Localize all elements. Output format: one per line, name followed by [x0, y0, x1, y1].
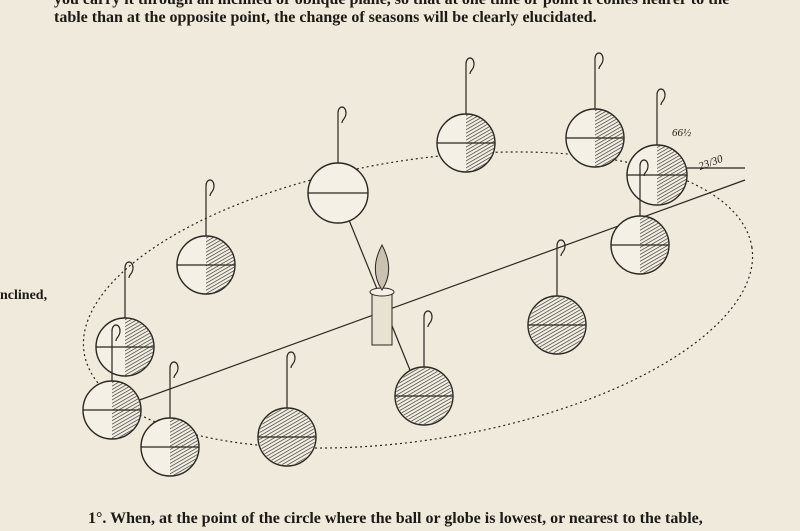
globe: [82, 324, 142, 440]
globe: [565, 52, 625, 168]
globe: [610, 159, 670, 275]
globe: [307, 106, 369, 224]
globe: [140, 361, 200, 477]
top-line: table than at the opposite point, the ch…: [54, 9, 597, 26]
globe: [95, 261, 155, 377]
string: [124, 261, 134, 318]
string: [639, 159, 649, 216]
string: [205, 179, 215, 236]
string: [465, 57, 475, 114]
string: [169, 361, 179, 418]
globe: [257, 351, 317, 467]
orbit-diagram: 66½ 23/30: [82, 52, 754, 477]
globe: [527, 239, 587, 355]
string: [286, 351, 296, 408]
angle-label: 66½: [672, 127, 691, 139]
string: [423, 310, 433, 367]
bottom-line: 1°. When, at the point of the circle whe…: [88, 510, 703, 527]
string: [111, 324, 121, 381]
string: [656, 88, 666, 145]
string: [556, 239, 566, 296]
top-line: you carry it through an inclined or obli…: [54, 0, 729, 8]
globe: [436, 57, 496, 173]
string: [337, 106, 347, 163]
candle: [369, 243, 395, 346]
margin-text: nclined,: [0, 288, 47, 303]
globe: [176, 179, 236, 295]
rod: [337, 192, 413, 376]
globe: [394, 310, 454, 426]
orbit: [82, 151, 754, 449]
string: [594, 52, 604, 109]
